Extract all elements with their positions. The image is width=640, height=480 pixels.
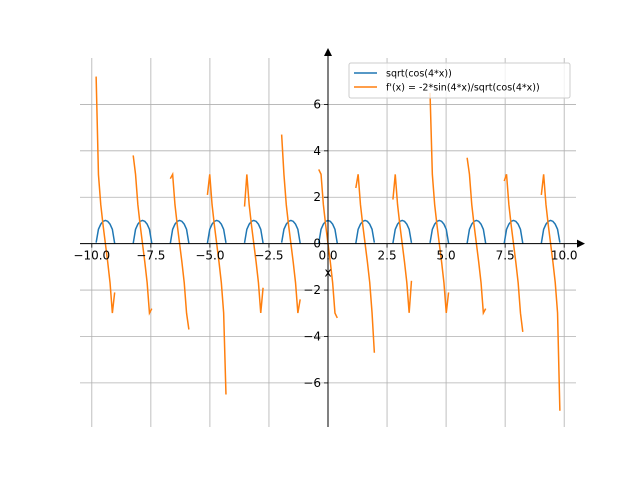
x-axis-label: x xyxy=(324,266,331,280)
x-tick-label-1: −7.5 xyxy=(136,249,165,263)
y-tick-label-3: 0 xyxy=(313,237,321,251)
y-tick-label-4: 2 xyxy=(313,190,321,204)
series-1-segment-2 xyxy=(169,219,190,244)
x-tick-label-0: −10.0 xyxy=(73,249,110,263)
x-tick-label-2: −5.0 xyxy=(195,249,224,263)
tick-marks: −10.0 −7.5 −5.0 −2.5 0.0 2.5 5.0 7.5 10.0 −6 −4 −2 0… xyxy=(73,97,577,389)
series-1-segment-10 xyxy=(466,219,487,244)
series-1-segment-4 xyxy=(243,219,264,244)
axes xyxy=(80,48,585,427)
series-1-segment-11 xyxy=(503,219,524,244)
series-1-segment-8 xyxy=(392,219,413,244)
x-tick-label-8: 10.0 xyxy=(551,249,578,263)
legend-label-series-2: f'(x) = -2*sin(4*x)/sqrt(cos(4*x)) xyxy=(386,83,540,94)
series-1-segment-3 xyxy=(206,219,227,244)
series-1-segment-9 xyxy=(429,219,450,244)
x-tick-label-3: −2.5 xyxy=(254,249,283,263)
legend-label-series-1: sqrt(cos(4*x)) xyxy=(386,69,452,80)
x-tick-label-6: 5.0 xyxy=(437,249,456,263)
series-2-segment-0 xyxy=(95,76,116,314)
y-tick-label-1: −4 xyxy=(303,329,321,343)
x-tick-label-5: 2.5 xyxy=(378,249,397,263)
series-2-segment-5 xyxy=(280,134,301,314)
series-2-segment-12 xyxy=(540,174,561,411)
series-1-segment-5 xyxy=(280,219,301,244)
y-tick-label-2: −2 xyxy=(303,283,321,297)
series-1-segment-7 xyxy=(355,219,376,244)
legend-box xyxy=(348,62,571,99)
y-tick-label-6: 6 xyxy=(313,97,321,111)
series-1-segment-12 xyxy=(540,219,561,244)
series-1-segment-0 xyxy=(95,219,116,244)
series-2-segment-1 xyxy=(132,155,153,316)
y-tick-label-5: 4 xyxy=(313,144,321,158)
y-tick-label-0: −6 xyxy=(303,376,321,390)
series-1-segment-1 xyxy=(132,219,153,244)
x-tick-label-7: 7.5 xyxy=(496,249,515,263)
legend: sqrt(cos(4*x)) f'(x) = -2*sin(4*x)/sqrt(… xyxy=(348,62,571,99)
y-axis-arrow xyxy=(324,48,332,56)
x-tick-label-4: 0.0 xyxy=(318,249,337,263)
x-axis-arrow xyxy=(577,239,585,248)
series-2-segment-7 xyxy=(355,174,376,353)
